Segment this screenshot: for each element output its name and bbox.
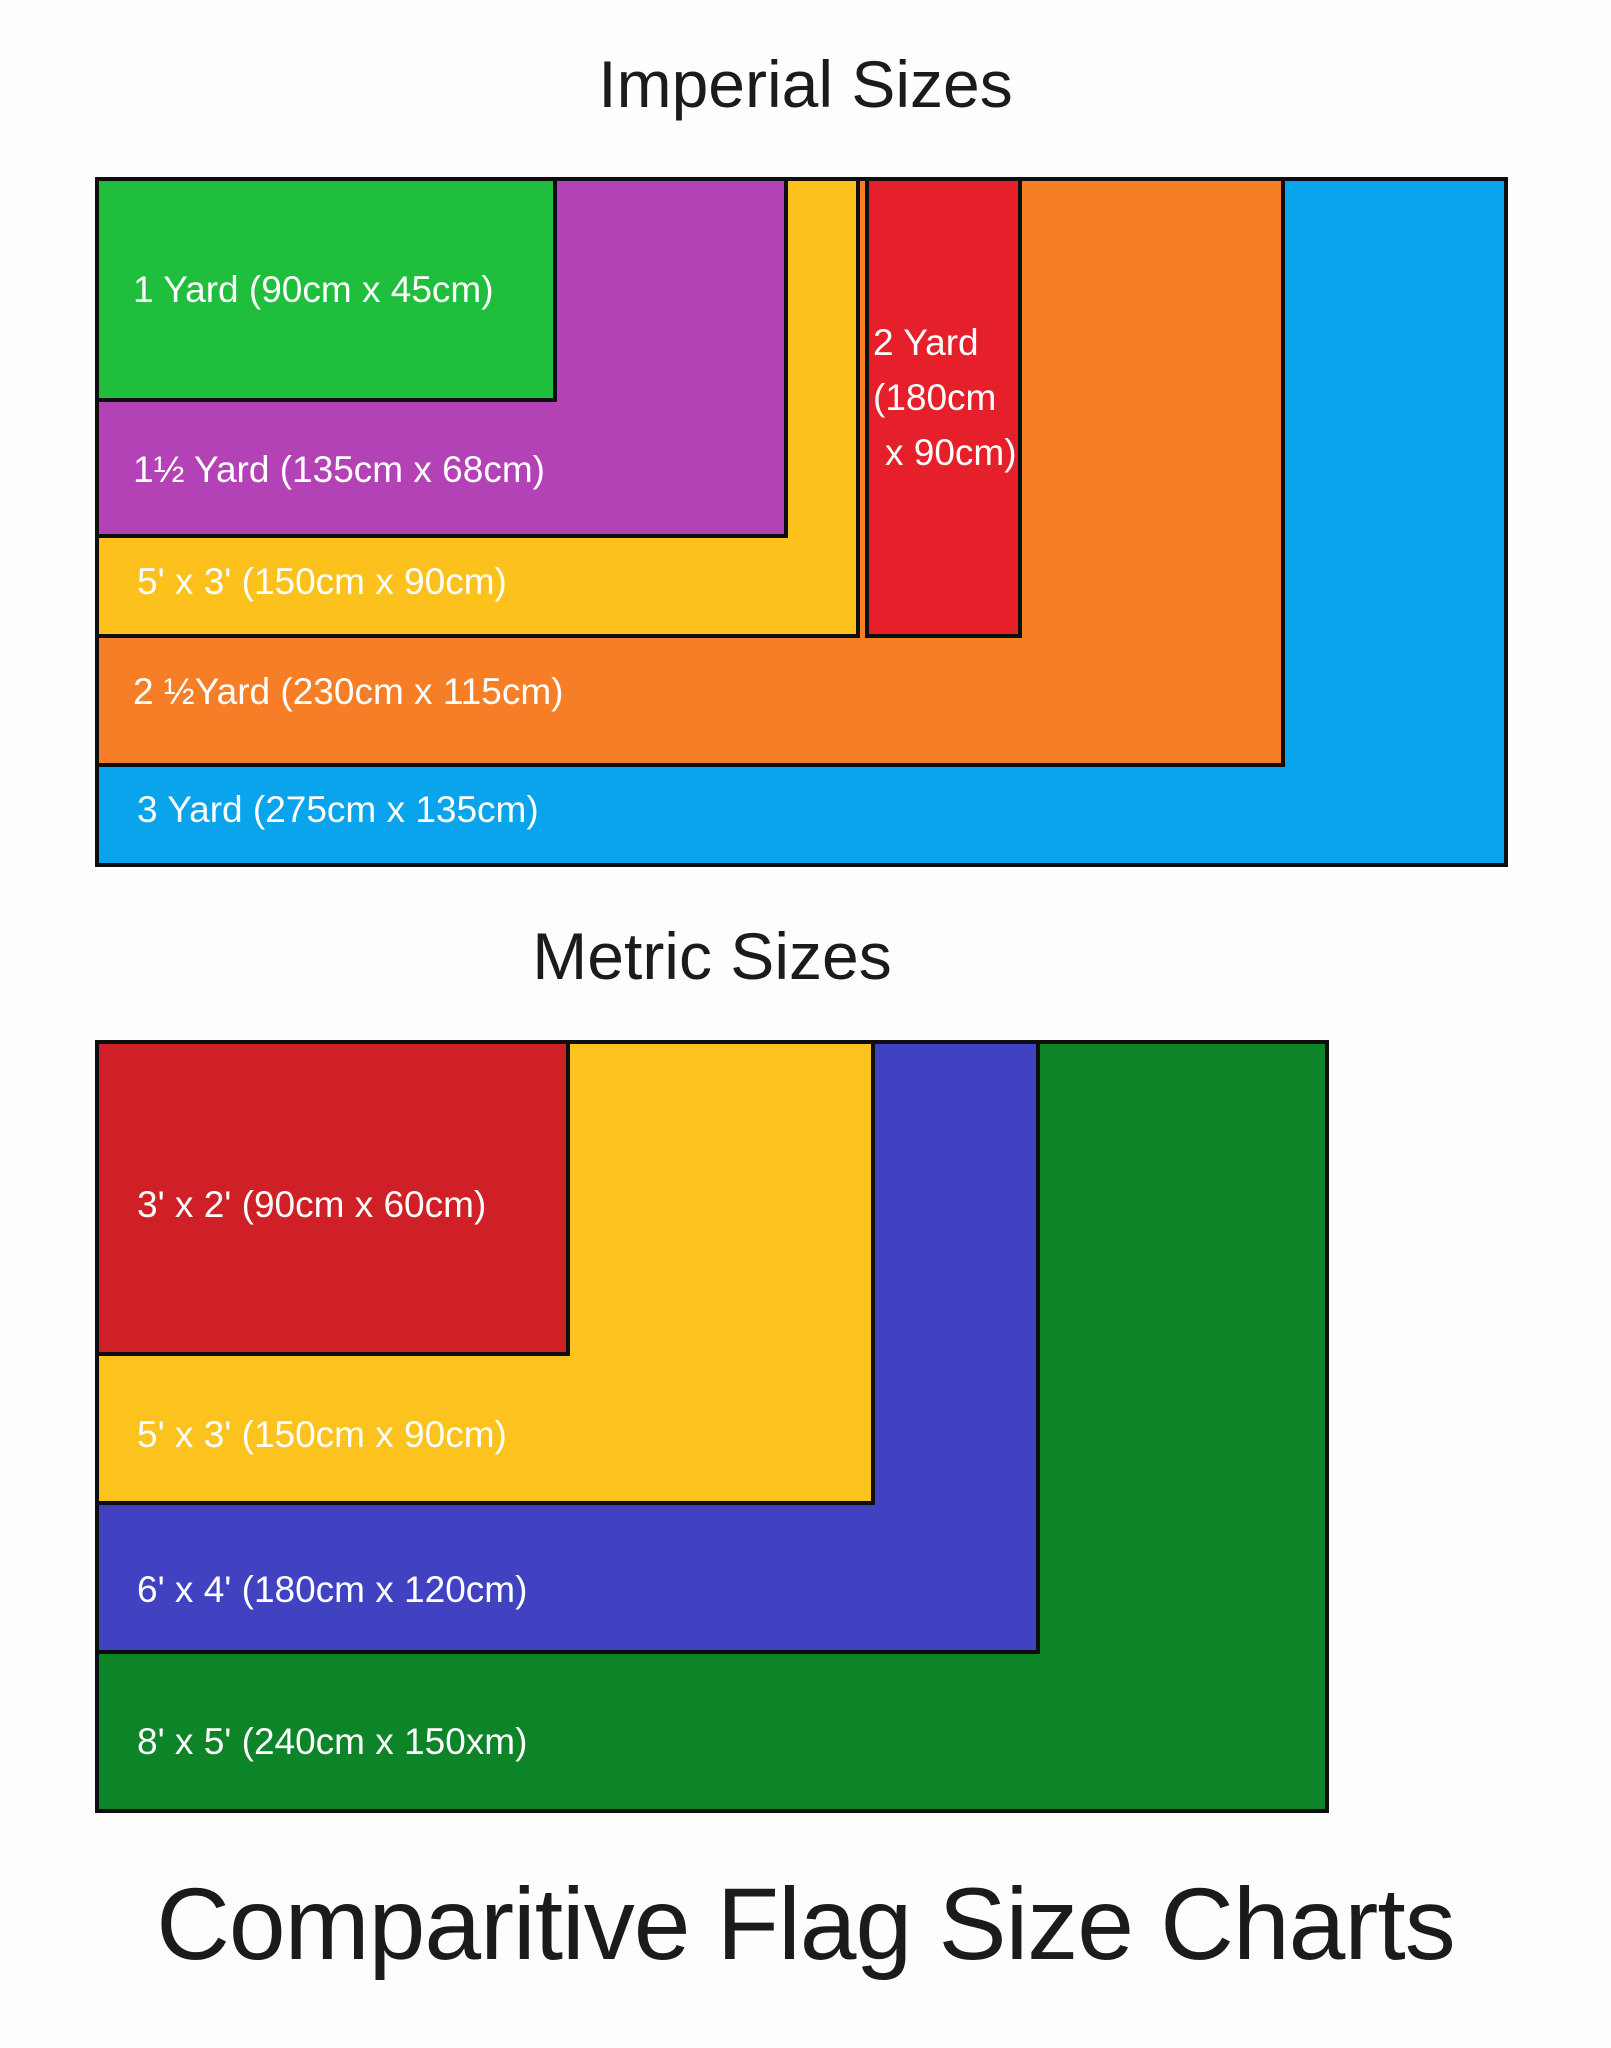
flag-rect-1-yard — [95, 177, 557, 402]
flag-label-2-yard: 2 Yard (180cm x 90cm) — [873, 315, 1017, 480]
flag-label-6x4: 6' x 4' (180cm x 120cm) — [137, 1569, 528, 1610]
flag-label-1-yard: 1 Yard (90cm x 45cm) — [133, 269, 494, 310]
flag-label-3x2: 3' x 2' (90cm x 60cm) — [137, 1184, 487, 1225]
flag-label-5x3-imperial: 5' x 3' (150cm x 90cm) — [137, 561, 507, 602]
metric-chart: 3' x 2' (90cm x 60cm) 5' x 3' (150cm x 9… — [95, 1040, 1329, 1813]
flag-label-2-yard-line1: 2 Yard — [873, 322, 979, 363]
flag-label-5x3-metric: 5' x 3' (150cm x 90cm) — [137, 1414, 507, 1455]
flag-label-2-yard-line2: (180cm — [873, 377, 997, 418]
imperial-title: Imperial Sizes — [598, 47, 1013, 121]
flag-label-1half-yard: 1½ Yard (135cm x 68cm) — [133, 449, 545, 490]
page-title: Comparitive Flag Size Charts — [156, 1867, 1455, 1981]
flag-label-2-yard-line3: x 90cm) — [885, 432, 1017, 473]
flag-label-3-yard: 3 Yard (275cm x 135cm) — [137, 789, 539, 830]
imperial-chart: 1 Yard (90cm x 45cm) 1½ Yard (135cm x 68… — [95, 177, 1508, 867]
flag-label-2half-yard: 2 ½Yard (230cm x 115cm) — [133, 671, 564, 712]
flag-rect-3x2 — [95, 1040, 570, 1356]
flag-rect-2-yard — [865, 177, 1022, 638]
metric-title: Metric Sizes — [532, 919, 892, 993]
flag-label-8x5: 8' x 5' (240cm x 150xm) — [137, 1721, 528, 1762]
